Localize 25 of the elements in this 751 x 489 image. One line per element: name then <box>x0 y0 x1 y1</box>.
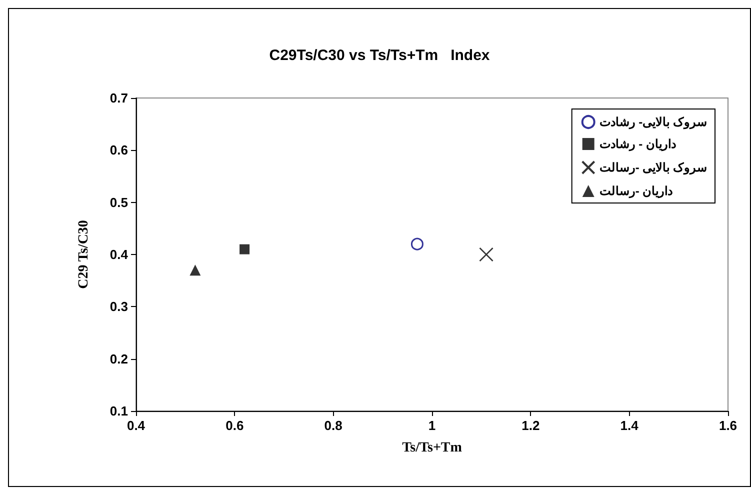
x-tick-label: 0.6 <box>226 418 244 433</box>
point <box>479 247 494 262</box>
x-tick-label: 1 <box>428 418 436 433</box>
legend-label: سروک بالایی- رشادت <box>599 115 708 130</box>
legend-label: داریان -رسالت <box>599 184 673 199</box>
legend-label: داریان - رشادت <box>599 137 676 152</box>
y-tick-label: 0.2 <box>110 351 128 366</box>
y-axis-title: C29 Ts/C30 <box>76 220 92 289</box>
point <box>190 264 201 276</box>
legend-label: سروک بالایی -رسالت <box>599 160 708 176</box>
x-axis-title: Ts/Ts+Tm <box>402 440 462 456</box>
x-tick-label: 1.4 <box>620 418 640 433</box>
y-tick-label: 0.4 <box>110 247 129 262</box>
y-tick-label: 0.3 <box>110 299 128 314</box>
y-tick-label: 0.1 <box>110 404 128 418</box>
y-tick-label: 0.5 <box>110 194 128 210</box>
x-tick-label: 0.8 <box>324 418 342 433</box>
x-tick-label: 1.6 <box>718 418 738 433</box>
x-tick-label: 1.2 <box>522 418 540 433</box>
point <box>240 244 250 254</box>
y-tick-label: 0.6 <box>110 142 128 158</box>
x-tick-label: 0.4 <box>126 418 146 433</box>
y-tick-label: 0.7 <box>110 90 128 106</box>
chart-title: C29Ts/C30 vs Ts/Ts+Tm Index <box>269 47 490 64</box>
point <box>410 238 424 250</box>
